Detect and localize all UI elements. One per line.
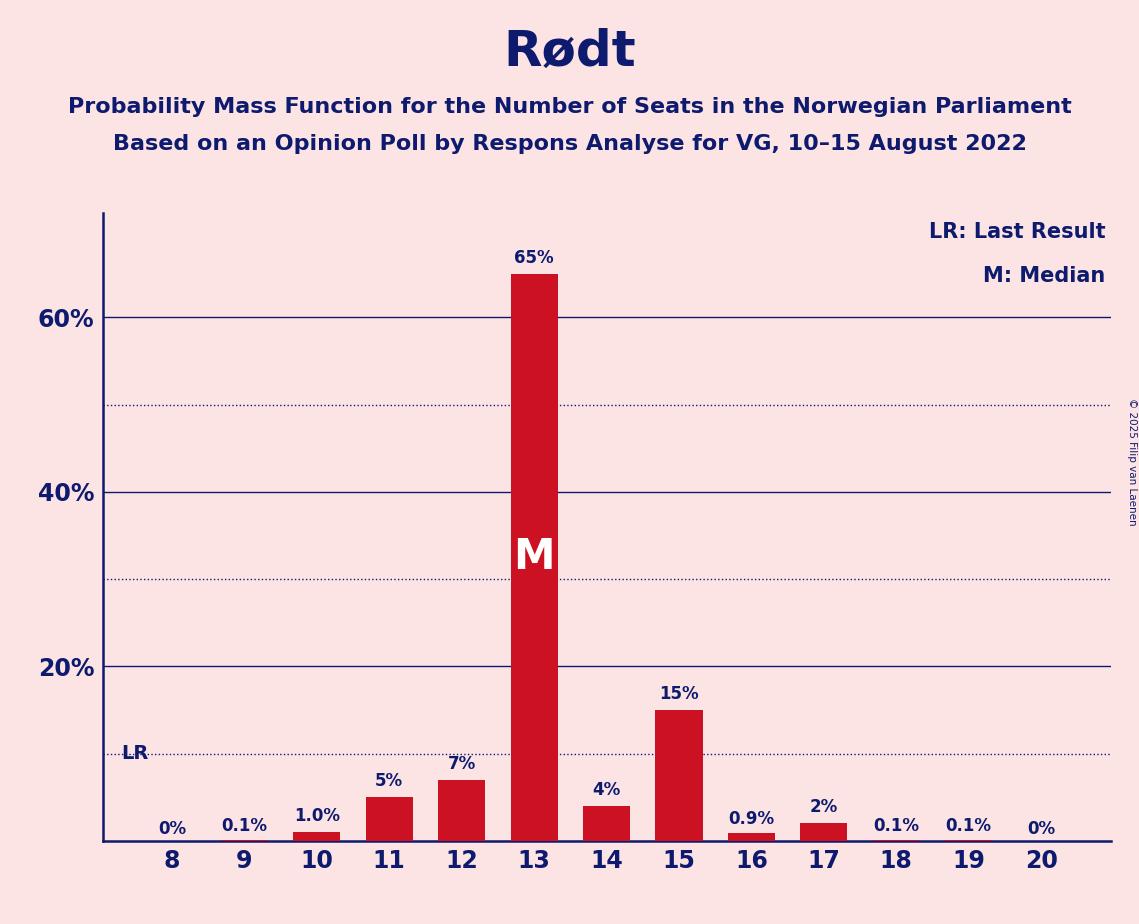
Bar — [510, 274, 558, 841]
Text: LR: LR — [121, 744, 148, 763]
Text: Rødt: Rødt — [503, 28, 636, 76]
Text: 0.1%: 0.1% — [874, 817, 919, 834]
Text: 65%: 65% — [515, 249, 554, 267]
Bar — [366, 797, 412, 841]
Bar — [728, 833, 775, 841]
Bar — [439, 780, 485, 841]
Text: © 2025 Filip van Laenen: © 2025 Filip van Laenen — [1126, 398, 1137, 526]
Text: 0%: 0% — [1027, 821, 1055, 838]
Text: 7%: 7% — [448, 755, 476, 772]
Text: LR: Last Result: LR: Last Result — [929, 222, 1106, 242]
Text: 2%: 2% — [810, 798, 838, 817]
Text: 5%: 5% — [375, 772, 403, 790]
Bar — [655, 710, 703, 841]
Text: M: M — [514, 536, 555, 578]
Bar — [583, 806, 630, 841]
Text: 1.0%: 1.0% — [294, 808, 339, 825]
Text: 15%: 15% — [659, 685, 698, 703]
Bar — [801, 823, 847, 841]
Text: 0%: 0% — [158, 821, 186, 838]
Text: 0.9%: 0.9% — [728, 809, 775, 828]
Text: M: Median: M: Median — [983, 266, 1106, 286]
Text: 0.1%: 0.1% — [221, 817, 268, 834]
Text: 0.1%: 0.1% — [945, 817, 992, 834]
Text: Based on an Opinion Poll by Respons Analyse for VG, 10–15 August 2022: Based on an Opinion Poll by Respons Anal… — [113, 134, 1026, 154]
Text: Probability Mass Function for the Number of Seats in the Norwegian Parliament: Probability Mass Function for the Number… — [67, 97, 1072, 117]
Bar — [293, 833, 341, 841]
Text: 4%: 4% — [592, 781, 621, 799]
